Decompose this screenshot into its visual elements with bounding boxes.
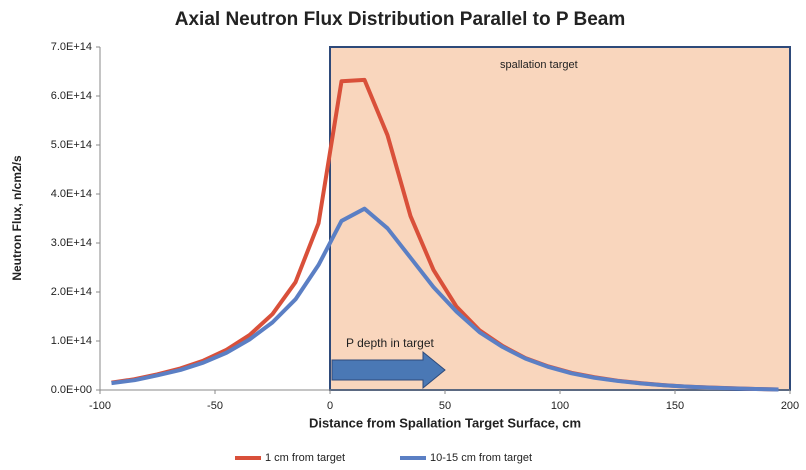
x-tick-label: -100 bbox=[89, 400, 111, 412]
x-tick-label: 50 bbox=[439, 400, 451, 412]
x-tick-label: 100 bbox=[551, 400, 569, 412]
y-tick-label: 4.0E+14 bbox=[51, 188, 92, 200]
legend-label: 1 cm from target bbox=[265, 452, 345, 464]
depth-arrow bbox=[331, 350, 446, 390]
x-tick-label: -50 bbox=[207, 400, 223, 412]
x-tick-label: 200 bbox=[781, 400, 799, 412]
y-tick-label: 0.0E+00 bbox=[51, 384, 92, 396]
y-axis-label: Neutron Flux, n/cm2/s bbox=[10, 155, 24, 281]
x-tick-label: 0 bbox=[327, 400, 333, 412]
series-line bbox=[111, 206, 779, 392]
y-tick-label: 5.0E+14 bbox=[51, 139, 92, 151]
y-tick-label: 3.0E+14 bbox=[51, 237, 92, 249]
y-tick-label: 1.0E+14 bbox=[51, 335, 92, 347]
chart-title: Axial Neutron Flux Distribution Parallel… bbox=[175, 9, 625, 30]
arrow-label: P depth in target bbox=[346, 336, 435, 350]
shaded-region bbox=[329, 46, 791, 391]
y-tick-label: 7.0E+14 bbox=[51, 41, 92, 53]
y-tick-label: 2.0E+14 bbox=[51, 286, 92, 298]
x-tick-label: 150 bbox=[666, 400, 684, 412]
legend-label: 10-15 cm from target bbox=[430, 452, 532, 464]
x-axis-label: Distance from Spallation Target Surface,… bbox=[309, 415, 581, 430]
region-label: spallation target bbox=[500, 59, 578, 71]
y-tick-label: 6.0E+14 bbox=[51, 90, 92, 102]
